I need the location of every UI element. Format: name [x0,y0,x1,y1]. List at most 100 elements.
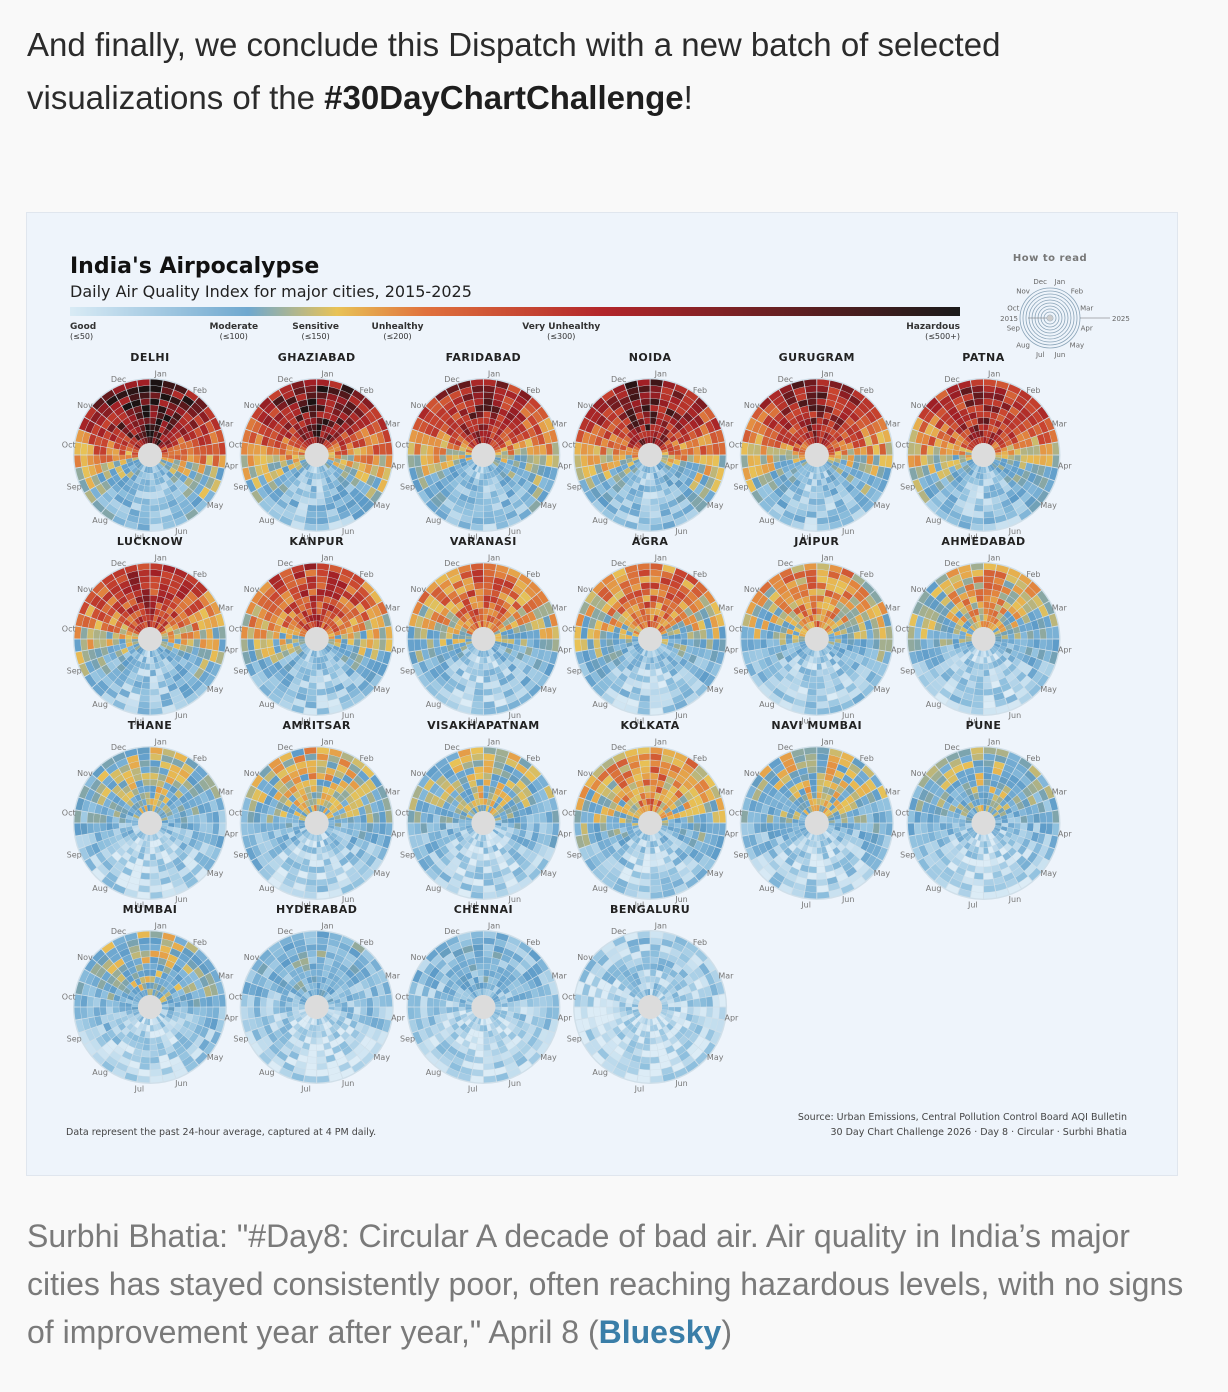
aqi-cell [275,468,285,477]
aqi-cell [254,649,264,661]
aqi-cell [527,667,538,680]
aqi-cell [817,398,827,406]
aqi-cell [799,496,809,505]
aqi-cell [1026,455,1034,464]
aqi-cell [499,626,507,633]
aqi-cell [1030,464,1039,474]
aqi-cell [310,601,317,609]
aqi-cell [462,692,474,701]
aqi-cell [140,872,150,880]
aqi-cell [379,443,386,455]
aqi-cell [435,675,447,687]
month-label: Mar [218,604,234,613]
aqi-cell [156,412,165,420]
aqi-cell [504,439,513,447]
aqi-cell [335,435,344,443]
aqi-cell [853,447,861,455]
aqi-cell [292,446,300,452]
aqi-cell [524,679,537,692]
aqi-cell [952,455,960,461]
aqi-cell [451,595,462,606]
aqi-cell [379,639,386,651]
aqi-cell [316,437,320,444]
aqi-cell [93,813,101,823]
aqi-cell [930,402,943,415]
aqi-cell [817,504,827,512]
aqi-cell [101,419,112,430]
aqi-cell [522,664,533,675]
aqi-cell [588,433,597,445]
aqi-cell [190,586,203,599]
aqi-cell [279,427,288,436]
aqi-cell [530,620,539,630]
aqi-cell [983,392,995,399]
aqi-cell [487,608,494,616]
how-outer-year: 2025 [1112,315,1130,323]
aqi-cell [360,630,367,639]
aqi-cell [710,417,721,431]
aqi-cell [322,648,329,655]
aqi-cell [640,688,650,696]
aqi-cell [180,639,188,646]
aqi-cell [90,594,102,608]
aqi-cell [641,465,646,472]
aqi-cell [751,420,762,434]
aqi-cell [346,442,354,450]
aqi-cell [634,426,642,434]
aqi-cell [925,397,939,410]
aqi-cell [483,430,488,437]
aqi-cell [276,584,289,596]
aqi-cell [656,439,662,446]
aqi-cell [793,431,801,439]
aqi-cell [1020,447,1028,455]
aqi-cell [487,622,493,629]
aqi-cell [262,667,273,680]
aqi-cell [100,646,109,656]
aqi-cell [181,687,195,699]
aqi-cell [992,399,1003,408]
aqi-cell [131,466,139,474]
aqi-cell [807,465,813,472]
legend-label: Hazardous [906,322,960,332]
aqi-cell [607,412,618,423]
aqi-cell [122,682,133,692]
aqi-cell [492,645,499,651]
aqi-cell [334,446,341,452]
aqi-cell [157,496,167,505]
aqi-cell [121,647,129,655]
aqi-cell [688,430,697,440]
aqi-cell [548,429,558,443]
aqi-cell [669,467,677,475]
aqi-cell [183,423,194,433]
aqi-cell [427,445,434,455]
aqi-cell [464,604,473,612]
aqi-cell [269,430,279,440]
aqi-cell [1007,515,1021,526]
aqi-cell [660,459,667,464]
aqi-cell [273,487,285,498]
aqi-cell [313,466,317,473]
aqi-cell [631,482,640,490]
aqi-cell [659,399,670,408]
aqi-cell [287,647,296,655]
aqi-cell [635,490,644,498]
aqi-cell [650,405,659,412]
aqi-cell [1014,448,1021,455]
aqi-cell [947,493,959,504]
aqi-cell [660,393,672,402]
aqi-cell [516,652,525,661]
aqi-cell [139,695,150,702]
month-label: Mar [1052,420,1068,429]
month-label: Feb [693,386,707,395]
aqi-cell [322,418,330,426]
aqi-cell [812,473,817,480]
aqi-cell [167,498,178,508]
aqi-cell [317,695,328,702]
aqi-cell [295,414,304,423]
aqi-cell [490,490,499,498]
aqi-cell [421,649,430,661]
aqi-cell [822,418,830,426]
aqi-cell [281,465,290,474]
aqi-cell [197,620,206,630]
aqi-cell [967,469,975,477]
